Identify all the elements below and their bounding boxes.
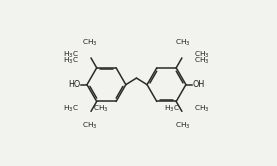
Text: H$_3$C: H$_3$C [63, 49, 79, 60]
Text: CH$_3$: CH$_3$ [175, 37, 190, 48]
Text: HO: HO [68, 80, 80, 89]
Text: CH$_3$: CH$_3$ [83, 37, 98, 48]
Text: OH: OH [193, 80, 205, 89]
Text: CH$_3$: CH$_3$ [175, 121, 190, 131]
Text: H$_3$C: H$_3$C [63, 56, 79, 66]
Text: CH$_3$: CH$_3$ [194, 104, 209, 114]
Text: CH$_3$: CH$_3$ [194, 49, 209, 60]
Text: CH$_3$: CH$_3$ [83, 121, 98, 131]
Text: H$_3$C: H$_3$C [165, 104, 180, 114]
Text: CH$_3$: CH$_3$ [194, 56, 209, 66]
Text: H$_3$C: H$_3$C [63, 104, 79, 114]
Text: CH$_3$: CH$_3$ [93, 104, 108, 114]
